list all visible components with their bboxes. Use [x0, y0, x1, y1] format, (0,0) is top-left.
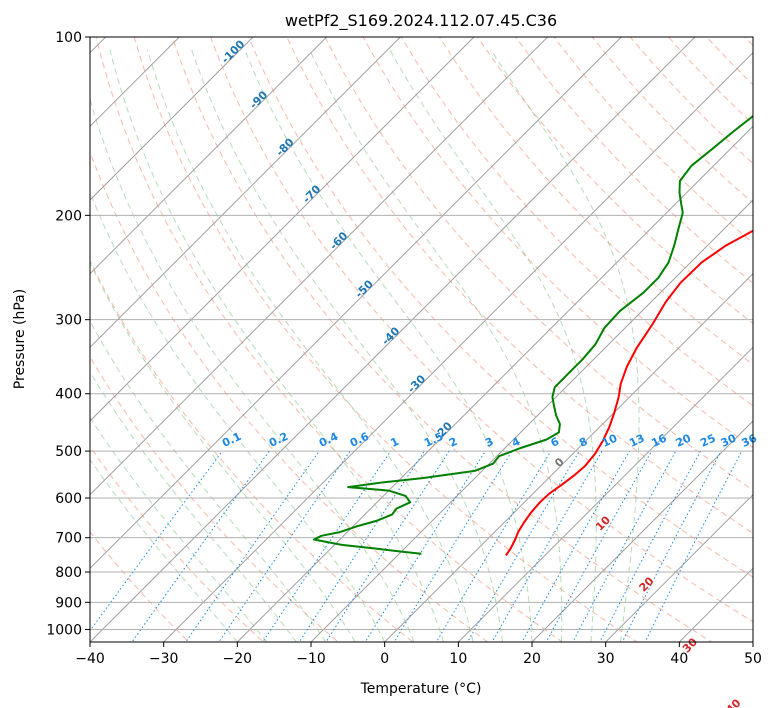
mixing-ratio-line [466, 450, 580, 642]
x-tick-label: −40 [75, 651, 105, 667]
dry-adiabat [324, 37, 753, 491]
chart-title: wetPf2_S169.2024.112.07.45.C36 [285, 11, 557, 31]
moist-adiabat [191, 49, 503, 642]
mixing-ratio-label: 13 [627, 432, 646, 450]
x-tick-label: 40 [670, 651, 688, 667]
isotherm [90, 37, 549, 496]
moist-adiabat [146, 49, 474, 642]
isotherm [90, 37, 401, 349]
dewpoint-line [313, 114, 753, 555]
isotherm [236, 125, 753, 642]
dry-adiabat [400, 37, 753, 407]
mixing-ratio-line [90, 450, 223, 632]
mixing-ratio-label: 10 [600, 431, 620, 449]
moist-adiabat [90, 320, 327, 642]
y-axis: 1000 900 800 700 600 500 400 300 200 100 [46, 30, 90, 638]
moist-adiabat [90, 190, 386, 642]
y-tick-label: 300 [55, 313, 82, 329]
y-tick-label: 1000 [46, 622, 82, 638]
mixing-ratio-line [262, 450, 392, 642]
y-tick-label: 400 [55, 387, 82, 403]
isotherm [90, 37, 475, 422]
moist-adiabat [90, 97, 415, 642]
moist-adiabat [244, 49, 533, 642]
dry-adiabat [362, 37, 753, 449]
x-tick-label: 50 [744, 651, 762, 667]
mixing-ratio-line [572, 450, 677, 642]
isotherm [383, 272, 753, 642]
wetbulb-label: 40 [724, 696, 744, 708]
temperature-line [505, 229, 753, 556]
grid-layer [90, 37, 753, 642]
mixing-ratio-label: 16 [649, 431, 669, 449]
mixing-ratio-line [491, 450, 603, 642]
mixing-ratio-label: 30 [719, 431, 739, 449]
isotherm [90, 37, 696, 642]
y-tick-label: 800 [55, 565, 82, 581]
moist-adiabat [90, 416, 268, 642]
x-tick-label: 30 [597, 651, 615, 667]
isotherm [90, 37, 254, 201]
x-tick-label: −10 [296, 651, 326, 667]
y-tick-label: 500 [55, 444, 82, 460]
x-tick-label: 0 [380, 651, 389, 667]
moist-adiabat [90, 458, 238, 642]
mixing-ratio-label: 20 [674, 431, 694, 449]
x-tick-label: 10 [449, 651, 467, 667]
moist-adiabat [490, 49, 640, 642]
x-tick-label: −30 [149, 651, 179, 667]
y-tick-label: 200 [55, 208, 82, 224]
isotherm [90, 37, 622, 570]
plot-frame [89, 36, 754, 643]
moist-adiabat [90, 370, 297, 642]
mixing-ratio-line [131, 450, 270, 642]
isotherm [604, 493, 753, 642]
dry-adiabat [438, 37, 753, 366]
isotherm [531, 420, 753, 642]
y-axis-label: Pressure (hPa) [12, 289, 28, 389]
moist-adiabat [389, 49, 597, 642]
y-tick-label: 900 [55, 595, 82, 611]
y-tick-label: 700 [55, 531, 82, 547]
mixing-ratio-label: 25 [698, 432, 717, 450]
mixing-ratio-line [325, 450, 450, 642]
x-axis: −40 −30 −20 −10 0 10 20 30 40 50 [75, 642, 762, 667]
moist-adiabat [90, 261, 356, 642]
x-axis-label: Temperature (°C) [360, 681, 482, 697]
mixing-ratio-line [393, 450, 513, 642]
x-tick-label: 20 [523, 651, 541, 667]
y-tick-label: 600 [55, 491, 82, 507]
isotherm [90, 37, 328, 275]
mixing-ratio-line [599, 450, 701, 642]
x-tick-label: −20 [223, 651, 253, 667]
mixing-ratio-line [364, 450, 486, 642]
mixing-ratio-label: 36 [740, 431, 760, 449]
moist-adiabat [309, 49, 563, 642]
mixing-ratio-line [435, 450, 552, 642]
mixing-ratio-line [298, 450, 425, 642]
series-layer [313, 114, 753, 556]
isotherm [162, 51, 753, 642]
y-tick-label: 100 [55, 30, 82, 46]
isotherm [457, 346, 753, 642]
mixing-ratio-line [218, 450, 351, 642]
mixing-ratio-line [545, 450, 653, 642]
